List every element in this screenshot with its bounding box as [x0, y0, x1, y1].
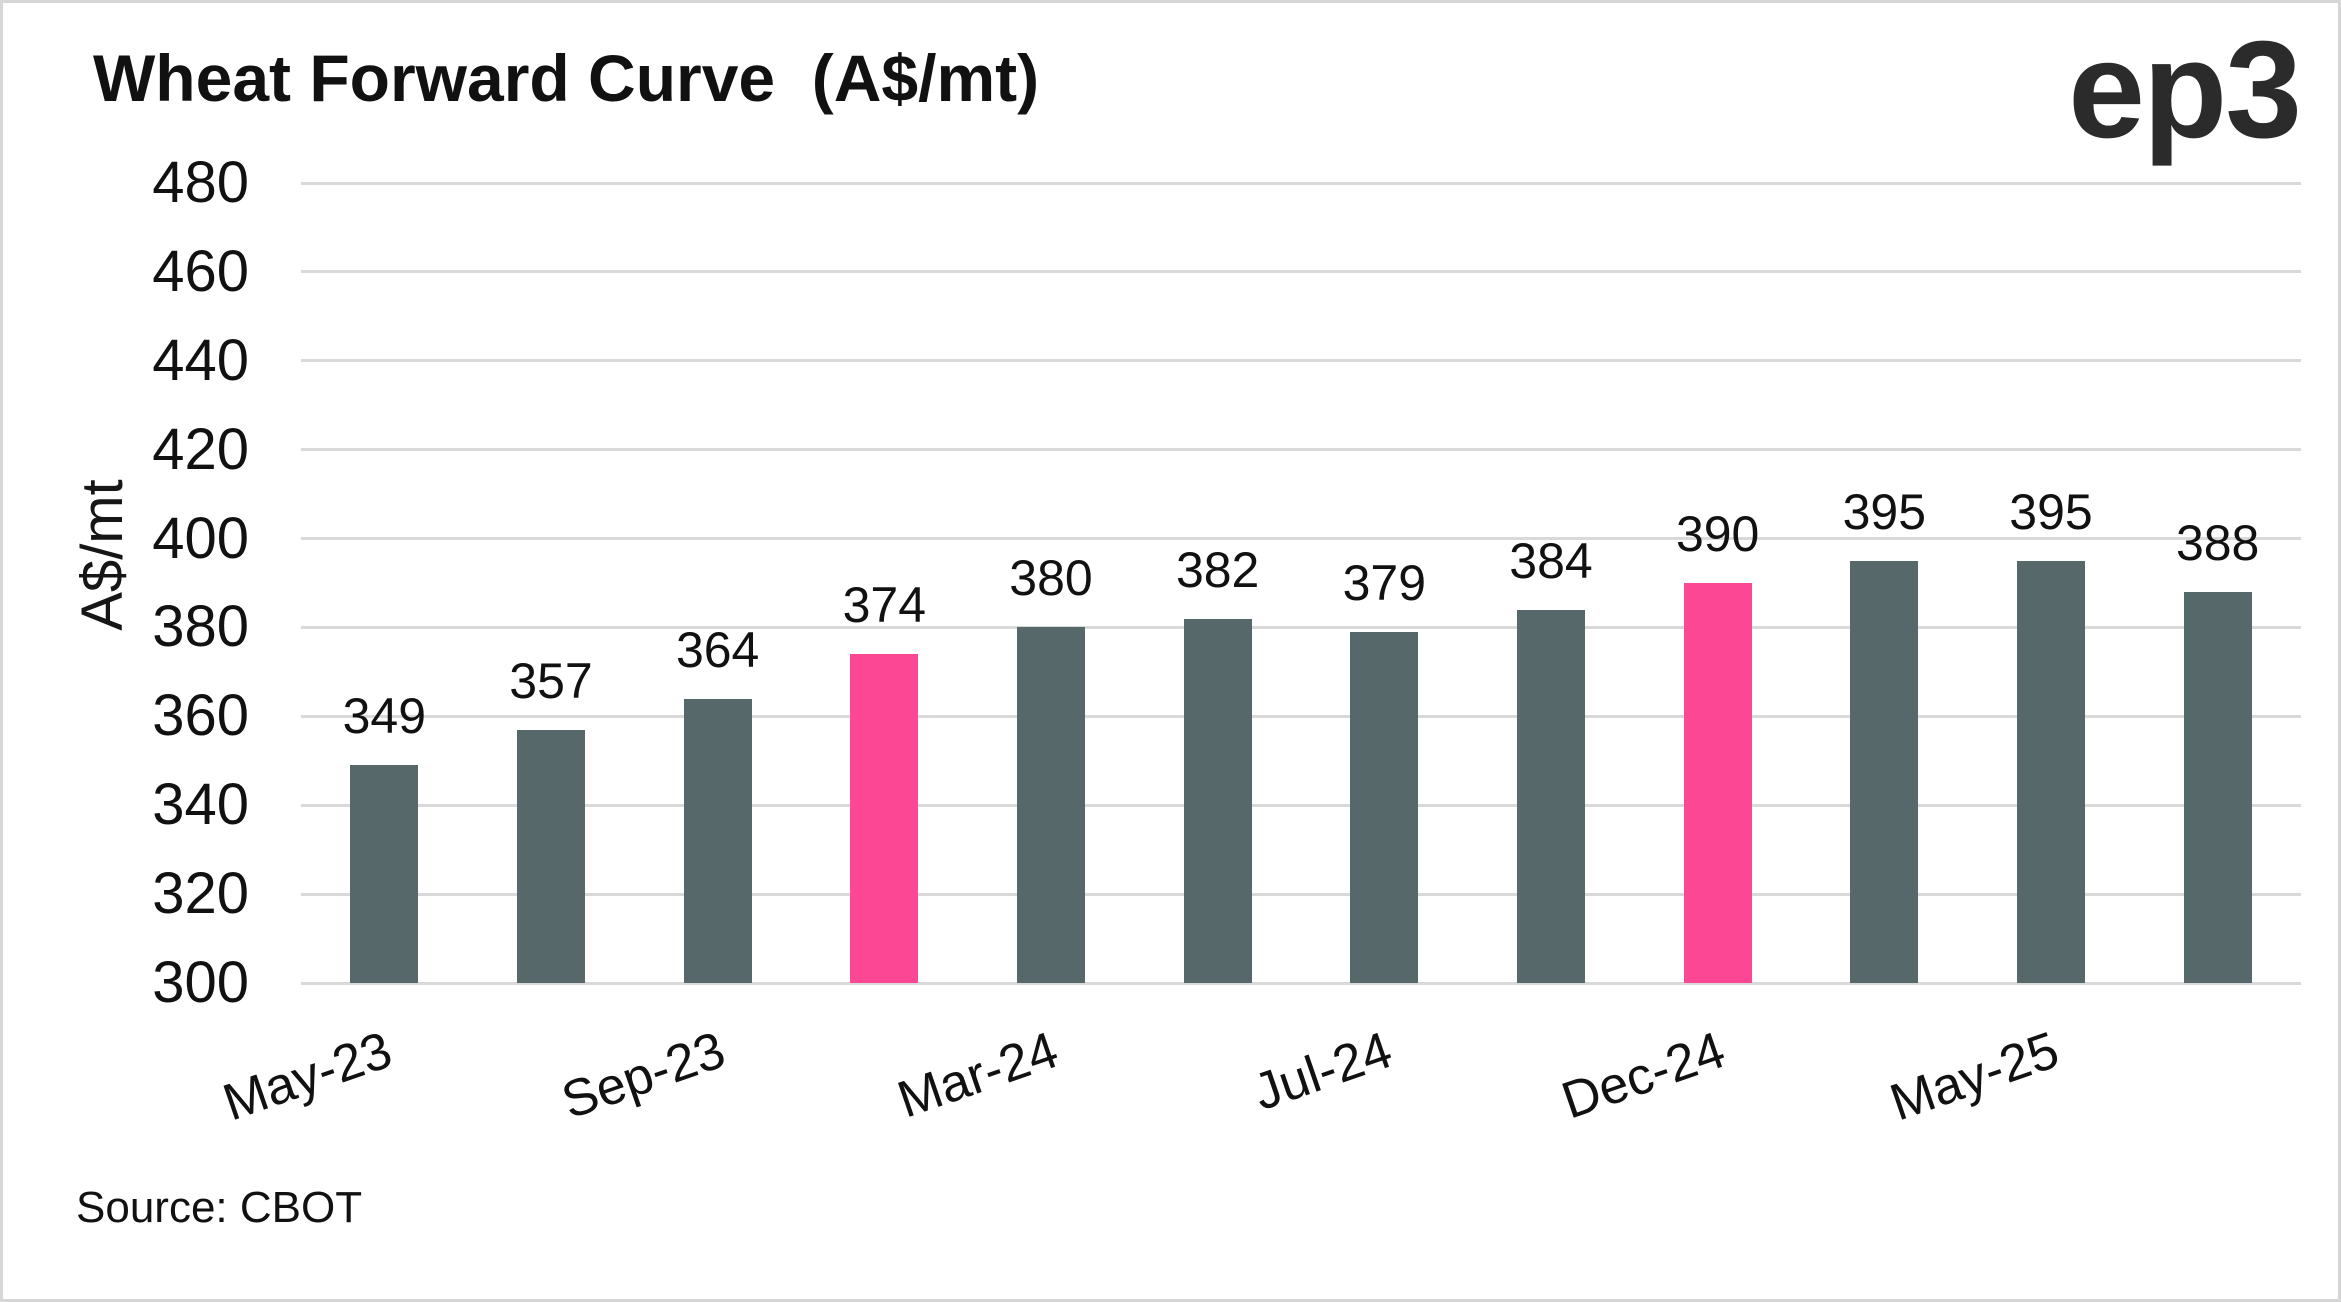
x-tick-label: May-23	[216, 1021, 399, 1133]
gridline	[301, 803, 2301, 807]
y-tick-label: 340	[152, 772, 249, 838]
chart-title: Wheat Forward Curve (A$/mt)	[93, 41, 1040, 115]
y-tick-label: 420	[152, 416, 249, 482]
bar	[2183, 591, 2252, 983]
source-note: Source: CBOT	[76, 1183, 363, 1232]
bar-value-label: 379	[1342, 554, 1427, 611]
bar-value-label: 349	[342, 688, 427, 745]
bar	[2017, 560, 2085, 983]
bar-value-label: 380	[1009, 550, 1093, 607]
gridline	[301, 448, 2301, 452]
gridline	[301, 359, 2301, 363]
gridline	[301, 537, 2301, 541]
bar-value-label: 364	[675, 621, 760, 678]
gridline	[301, 892, 2301, 896]
bar-value-label: 357	[509, 652, 593, 709]
bar-value-label: 374	[842, 577, 927, 634]
gridline	[301, 981, 2301, 985]
plot-area: 349 357 364 374 380 382 379 384 390 395 395 388	[301, 181, 2301, 985]
x-tick-label: Sep-23	[554, 1021, 733, 1131]
x-tick-label: Jul-24	[1246, 1021, 1399, 1123]
gridline	[301, 181, 2301, 185]
x-tick-label: Mar-24	[890, 1021, 1066, 1130]
bar	[683, 698, 752, 983]
y-tick-label: 320	[152, 861, 249, 927]
bar	[1350, 631, 1419, 983]
y-tick-label: 300	[152, 950, 249, 1015]
bar-highlighted	[1683, 583, 1752, 983]
y-tick-label: 360	[152, 683, 249, 749]
bar	[1017, 627, 1085, 983]
bar	[1183, 618, 1252, 983]
x-tick-label: May-25	[1882, 1021, 2066, 1133]
bar	[1517, 609, 1585, 983]
ep3-logo: ep3	[2068, 13, 2302, 167]
y-tick-label: 380	[152, 594, 249, 660]
bar	[517, 729, 585, 983]
bar-value-label: 390	[1675, 506, 1760, 562]
bar-value-label: 395	[1842, 483, 1927, 540]
y-tick-label: 460	[152, 238, 249, 304]
gridline	[301, 625, 2301, 629]
bar	[350, 765, 419, 983]
x-tick-label: Dec-24	[1554, 1021, 1733, 1131]
bar-value-label: 395	[2009, 483, 2093, 540]
y-tick-label: 480	[152, 150, 249, 215]
y-tick-label: 400	[152, 505, 249, 571]
bar-value-label: 384	[1509, 532, 1593, 589]
gridline	[301, 714, 2301, 718]
gridline	[301, 270, 2301, 274]
bar-value-label: 382	[1175, 541, 1260, 598]
bar-value-label: 388	[2175, 514, 2260, 571]
bar-highlighted	[850, 654, 919, 983]
y-axis-title: A$/mt	[70, 479, 135, 631]
y-tick-label: 440	[152, 327, 249, 393]
bar	[1850, 560, 1919, 983]
